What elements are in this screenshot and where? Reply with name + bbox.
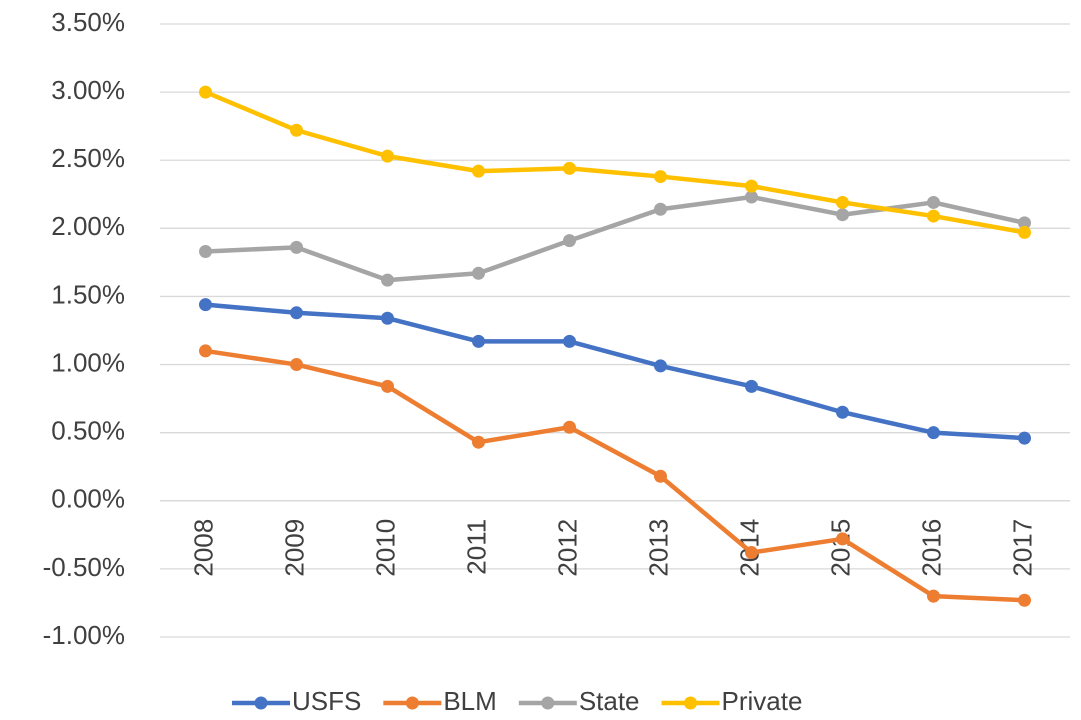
series-line [204, 90, 1025, 235]
y-tick-label: -1.00% [43, 620, 125, 650]
legend-item: Private [661, 686, 803, 716]
data-point [199, 244, 212, 258]
y-tick-label: 1.00% [51, 347, 125, 377]
data-point [290, 306, 303, 320]
x-tick-label: 2012 [552, 519, 582, 577]
legend-marker [541, 696, 555, 710]
legend-item: USFS [232, 686, 361, 716]
data-point [290, 358, 303, 372]
data-point [836, 405, 849, 419]
data-point [199, 85, 212, 99]
data-point [381, 149, 394, 163]
data-point [745, 190, 758, 204]
data-point [745, 546, 758, 560]
series-line [205, 348, 1025, 603]
data-point [563, 234, 576, 248]
x-tick-label: 2017 [1007, 519, 1037, 577]
y-tick-label: 0.00% [51, 484, 125, 514]
data-point [290, 123, 303, 137]
data-point [927, 426, 940, 440]
series-line [205, 302, 1025, 441]
data-point [745, 179, 758, 193]
data-point [472, 164, 485, 178]
y-tick-label: 2.50% [51, 143, 125, 173]
legend-label: USFS [292, 686, 361, 716]
legend-item: BLM [383, 686, 497, 716]
data-point [836, 532, 849, 546]
data-point [472, 266, 485, 280]
x-tick-label: 2008 [188, 519, 218, 577]
data-point [472, 435, 485, 449]
data-point [927, 589, 940, 603]
data-point [381, 379, 394, 393]
legend-label: BLM [443, 686, 496, 716]
legend-marker [254, 696, 268, 710]
data-point [654, 202, 667, 216]
x-tick-label: 2015 [825, 519, 855, 577]
y-tick-label: 1.50% [51, 279, 125, 309]
y-tick-label: 3.00% [51, 75, 125, 105]
legend-label: State [579, 686, 640, 716]
data-point [836, 208, 849, 222]
y-tick-label: -0.50% [43, 552, 125, 582]
legend-label: Private [722, 686, 803, 716]
data-point [290, 240, 303, 254]
legend-marker [405, 696, 419, 710]
data-point [199, 298, 212, 312]
legend-item: State [518, 686, 640, 716]
data-point [927, 195, 940, 209]
data-point [563, 334, 576, 348]
y-tick-label: 0.50% [51, 416, 125, 446]
data-point [654, 469, 667, 483]
data-point [1018, 225, 1031, 239]
data-point [1018, 593, 1031, 607]
y-tick-label: 2.00% [51, 211, 125, 241]
data-point [472, 334, 485, 348]
x-tick-label: 2013 [643, 519, 673, 577]
data-point [563, 161, 576, 175]
x-tick-label: 2009 [279, 519, 309, 577]
data-point [381, 311, 394, 325]
x-tick-label: 2011 [461, 519, 491, 575]
x-tick-label: 2010 [370, 519, 400, 577]
data-point [836, 195, 849, 209]
data-point [199, 344, 212, 358]
data-point [1018, 431, 1031, 445]
data-point [381, 273, 394, 287]
data-point [654, 170, 667, 184]
data-point [1018, 216, 1031, 230]
data-point [927, 209, 940, 223]
data-point [654, 359, 667, 373]
y-tick-label: 3.50% [51, 7, 125, 37]
legend-marker [684, 696, 698, 710]
x-tick-label: 2016 [916, 519, 946, 577]
data-point [745, 379, 758, 393]
data-point [563, 420, 576, 434]
